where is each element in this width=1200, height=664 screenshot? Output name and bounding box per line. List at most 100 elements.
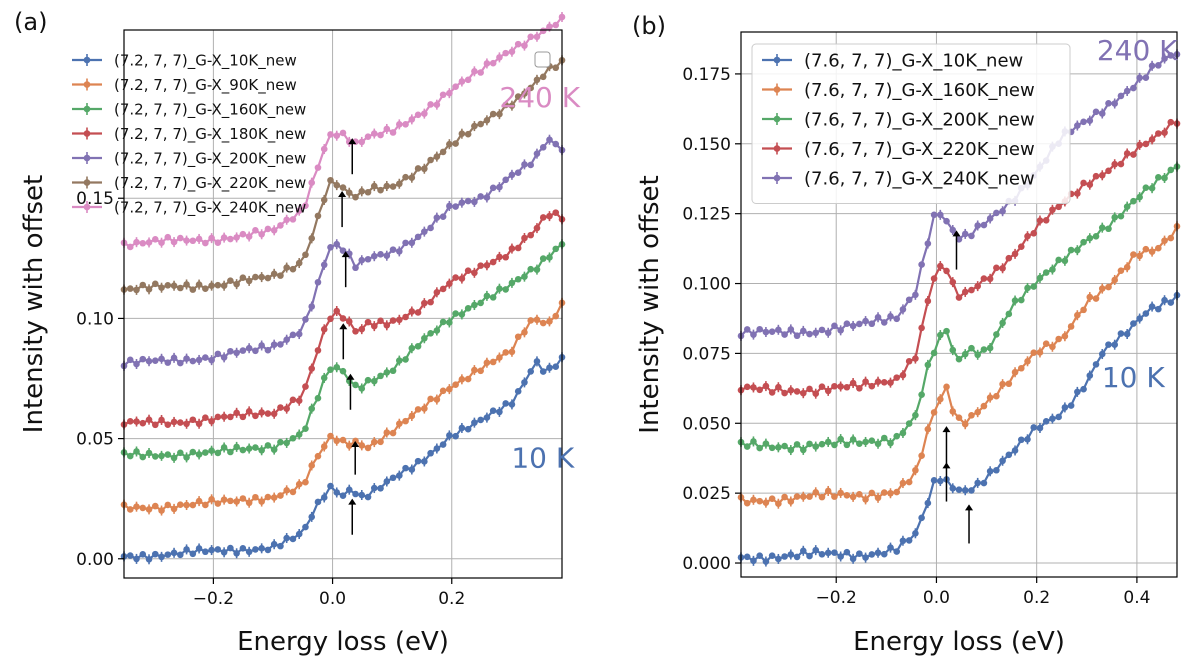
data-point: [483, 261, 491, 269]
data-point: [1105, 283, 1112, 291]
legend-swatch-marker: [773, 145, 781, 152]
data-point: [974, 408, 981, 416]
data-point: [364, 444, 372, 452]
data-point: [1167, 52, 1175, 59]
data-point: [924, 499, 932, 507]
data-point: [781, 553, 788, 560]
data-point: [1074, 388, 1081, 396]
data-point: [937, 262, 944, 270]
data-point: [283, 264, 290, 271]
data-point: [924, 297, 932, 305]
data-point: [358, 188, 366, 195]
data-point: [756, 386, 763, 394]
data-point: [458, 275, 466, 282]
data-point: [837, 553, 844, 560]
data-point: [1061, 332, 1069, 340]
data-point: [345, 189, 353, 197]
data-point: [955, 235, 963, 243]
data-point: [1161, 296, 1168, 304]
data-point: [955, 355, 963, 363]
data-point: [126, 452, 134, 460]
data-point: [477, 367, 484, 375]
data-point: [781, 331, 788, 338]
data-point: [508, 279, 516, 287]
data-point: [402, 173, 409, 181]
series-2: [120, 297, 566, 516]
data-point: [364, 188, 372, 196]
data-point: [258, 409, 265, 416]
legend-entry-label: (7.2, 7, 7)_G-X_90K_new: [114, 76, 297, 95]
data-point: [527, 368, 535, 375]
data-point: [421, 334, 428, 342]
data-point: [974, 351, 981, 359]
data-point: [1167, 234, 1175, 242]
data-point: [164, 501, 172, 509]
data-point: [283, 216, 290, 224]
data-point: [283, 439, 290, 447]
data-point: [1148, 184, 1156, 192]
data-point: [514, 388, 522, 395]
data-point: [202, 239, 209, 247]
data-point: [1017, 436, 1025, 444]
data-point: [283, 405, 290, 412]
data-point: [270, 341, 278, 348]
data-point: [421, 110, 428, 117]
data-point: [264, 346, 272, 354]
data-point: [768, 389, 776, 396]
legend-entry-label: (7.2, 7, 7)_G-X_220K_new: [114, 174, 306, 193]
data-point: [502, 349, 509, 356]
data-point: [170, 454, 178, 462]
data-point: [1136, 74, 1143, 82]
data-point: [527, 33, 535, 41]
data-point: [1098, 171, 1106, 179]
data-point: [464, 197, 472, 205]
data-point: [452, 274, 459, 281]
series-group: [737, 49, 1181, 567]
data-point: [539, 73, 547, 81]
legend-swatch-marker: [83, 130, 91, 137]
data-point: [546, 318, 553, 325]
data-point: [308, 462, 316, 469]
data-point: [214, 546, 222, 553]
data-point: [270, 227, 278, 234]
x-tick-label: 0.0: [923, 588, 950, 608]
data-point: [258, 342, 265, 349]
data-point: [999, 264, 1006, 272]
data-point: [1130, 197, 1137, 205]
data-point: [527, 317, 535, 324]
data-point: [793, 553, 801, 561]
data-point: [1148, 303, 1156, 310]
data-point: [1105, 225, 1112, 233]
data-point: [377, 372, 384, 380]
data-point: [880, 319, 888, 326]
data-point: [483, 414, 491, 421]
arrow-head: [348, 138, 357, 145]
data-point: [1067, 246, 1075, 254]
data-point: [477, 416, 484, 424]
data-point: [968, 344, 975, 352]
data-point: [233, 443, 240, 451]
data-point: [961, 486, 969, 494]
data-point: [408, 116, 416, 123]
data-point: [277, 222, 284, 229]
data-point: [843, 491, 851, 499]
data-point: [552, 312, 560, 320]
data-point: [126, 552, 134, 559]
data-point: [333, 489, 341, 496]
data-point: [170, 418, 178, 426]
data-point: [768, 328, 776, 335]
data-point: [170, 238, 178, 246]
data-point: [421, 299, 428, 307]
data-point: [1161, 174, 1168, 182]
data-point: [126, 418, 134, 425]
data-point: [302, 316, 309, 323]
data-point: [270, 540, 278, 548]
legend-swatch-marker: [83, 179, 91, 186]
series-5: [120, 134, 566, 371]
data-point: [477, 299, 484, 307]
data-point: [1155, 62, 1162, 69]
data-point: [314, 212, 322, 220]
data-point: [358, 138, 366, 146]
data-point: [370, 322, 378, 330]
data-point: [314, 394, 322, 402]
